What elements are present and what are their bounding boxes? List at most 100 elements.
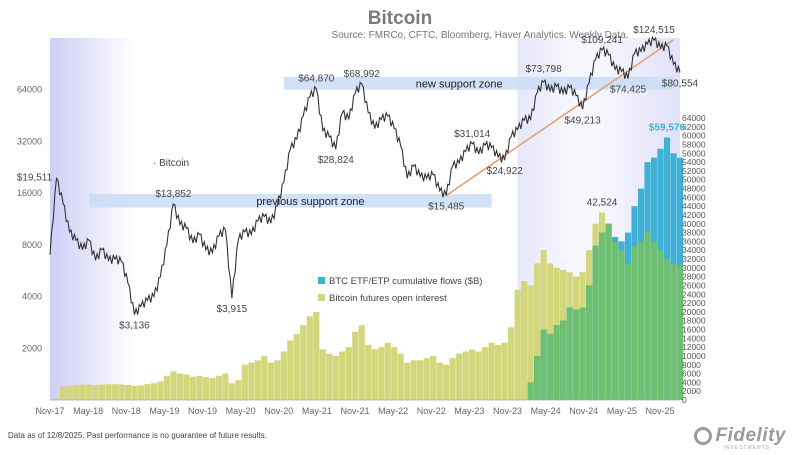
open-interest-bar (144, 384, 151, 400)
open-interest-bar (150, 383, 158, 400)
right-axis-tick-label: 64000 (682, 113, 706, 123)
open-interest-bar (241, 364, 248, 400)
open-interest-bar (423, 358, 430, 400)
right-axis-tick-label: 10000 (682, 351, 706, 361)
open-interest-bar (332, 355, 339, 400)
open-interest-bar (222, 373, 229, 400)
right-axis-tick-label: 44000 (682, 201, 706, 211)
open-interest-bar (521, 281, 528, 400)
data-label: $13,852 (155, 189, 192, 200)
x-axis-tick-label: Nov-18 (112, 406, 141, 416)
right-axis-tick-label: 38000 (682, 228, 706, 238)
open-interest-bar (176, 373, 183, 400)
open-interest-bar (202, 377, 209, 400)
chart-subtitle: Source: FMRCo, CFTC, Bloomberg, Haver An… (331, 30, 629, 41)
right-axis-tick-label: 4000 (682, 377, 701, 387)
open-interest-bar (508, 327, 515, 400)
x-axis-tick-label: May-20 (226, 406, 256, 416)
open-interest-bar (248, 362, 255, 400)
open-interest-bar (287, 340, 294, 400)
bitcoin-price-line (49, 35, 681, 315)
open-interest-bar (501, 342, 508, 400)
open-interest-bar (189, 376, 196, 400)
open-interest-bar (254, 360, 261, 400)
logo-text: Fidelity (715, 425, 786, 446)
data-label: $49,213 (564, 115, 601, 126)
left-axis-tick-label: 4000 (22, 292, 42, 302)
right-axis-tick-label: 12000 (682, 342, 706, 352)
x-axis-tick-label: May-22 (378, 406, 408, 416)
open-interest-bar (371, 349, 378, 400)
overlap-bar (553, 325, 560, 400)
right-axis-tick-label: 40000 (682, 219, 706, 229)
open-interest-bar (378, 347, 385, 400)
open-interest-bar (462, 351, 469, 400)
open-interest-bar (137, 385, 145, 400)
x-axis-tick-label: May-24 (531, 406, 561, 416)
chart-svg: previous support zone new support zone 200… (17, 25, 706, 416)
overlap-bar (605, 223, 612, 400)
fidelity-logo-icon (694, 427, 713, 445)
x-axis-tick-label: May-19 (149, 406, 179, 416)
open-interest-bar (267, 362, 274, 400)
right-axis-tick-label: 18000 (682, 316, 706, 326)
right-axis-tick-label: 14000 (682, 333, 706, 343)
background-shade-left (50, 38, 135, 400)
trendline (445, 39, 674, 197)
right-axis-tick-label: 16000 (682, 325, 706, 335)
open-interest-bar (495, 344, 502, 400)
right-axis-tick-label: 32000 (682, 254, 706, 264)
data-label: $15,485 (428, 202, 465, 213)
open-interest-bar (352, 331, 359, 400)
open-interest-bar (488, 342, 495, 400)
data-label: $3,915 (217, 304, 248, 315)
overlap-bar (676, 265, 684, 400)
open-interest-bar (430, 355, 437, 400)
x-axis-tick-label: Nov-19 (188, 406, 217, 416)
data-label: $74,425 (610, 84, 647, 95)
logo-subtext: INVESTMENTS (723, 445, 770, 451)
x-axis-tick-label: Nov-21 (340, 406, 369, 416)
open-interest-bar (339, 351, 346, 400)
right-axis-tick-label: 60000 (682, 131, 706, 141)
data-label: $31,014 (454, 129, 491, 140)
data-label: $3,136 (119, 321, 150, 332)
data-label: $28,824 (318, 155, 355, 166)
overlap-bar (670, 263, 677, 400)
legend-label-etf: BTC ETF/ETP cumulative flows ($B) (329, 276, 482, 287)
data-label: $64,870 (298, 74, 335, 85)
open-interest-bar (456, 353, 463, 400)
data-label: $73,798 (526, 64, 563, 75)
open-interest-bar (365, 344, 372, 400)
right-axis-tick-label: 62000 (682, 122, 706, 132)
open-interest-bar (105, 384, 112, 400)
open-interest-bar (98, 384, 106, 400)
overlap-bar (637, 241, 645, 400)
open-interest-bar (118, 384, 125, 400)
chart-frame: Bitcoin Source: FMRCo, CFTC, Bloomberg, … (17, 8, 706, 416)
right-axis-tick-label: 20000 (682, 307, 706, 317)
open-interest-bar (482, 347, 489, 400)
open-interest-bar (79, 384, 86, 400)
chart-title: Bitcoin (367, 8, 433, 29)
right-axis-tick-label: 42000 (682, 210, 706, 220)
data-label: $80,554 (662, 79, 699, 90)
overlap-bar (585, 285, 593, 400)
x-axis-tick-label: May-21 (302, 406, 332, 416)
open-interest-bar (274, 360, 281, 400)
support-zone-label: new support zone (416, 78, 503, 90)
right-axis-tick-label: 48000 (682, 184, 706, 194)
x-axis-tick-label: May-23 (454, 406, 484, 416)
open-interest-bar (326, 353, 333, 400)
overlap-bar (644, 232, 651, 400)
right-axis-tick-label: 36000 (682, 236, 706, 246)
open-interest-bar (540, 250, 547, 400)
open-interest-bar (163, 375, 170, 400)
open-interest-bar (410, 360, 417, 400)
footnote: Data as of 12/8/2025. Past performance i… (8, 431, 267, 440)
x-axis-tick-label: Nov-24 (569, 406, 598, 416)
overlap-bar (572, 309, 580, 400)
open-interest-bar (475, 351, 482, 400)
overlap-bar (663, 259, 671, 400)
right-axis-tick-label: 28000 (682, 272, 706, 282)
